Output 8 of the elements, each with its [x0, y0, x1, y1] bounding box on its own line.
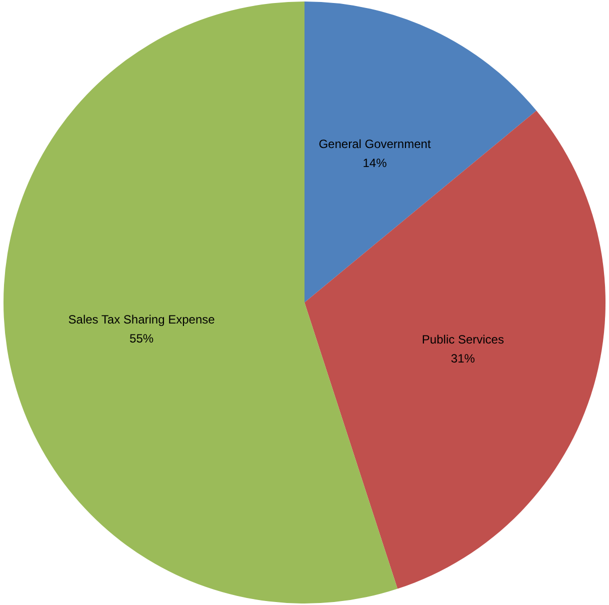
- data-label: 55%: [130, 331, 154, 346]
- pie-slice: [304, 110, 606, 589]
- slice-label: Sales Tax Sharing Expense: [68, 312, 216, 326]
- data-label: 14%: [362, 156, 388, 170]
- data-label: 31%: [450, 352, 476, 366]
- slice-label: Public Services: [422, 332, 504, 347]
- slice-label: General Government: [318, 137, 432, 152]
- pie-slice: [304, 2, 536, 302]
